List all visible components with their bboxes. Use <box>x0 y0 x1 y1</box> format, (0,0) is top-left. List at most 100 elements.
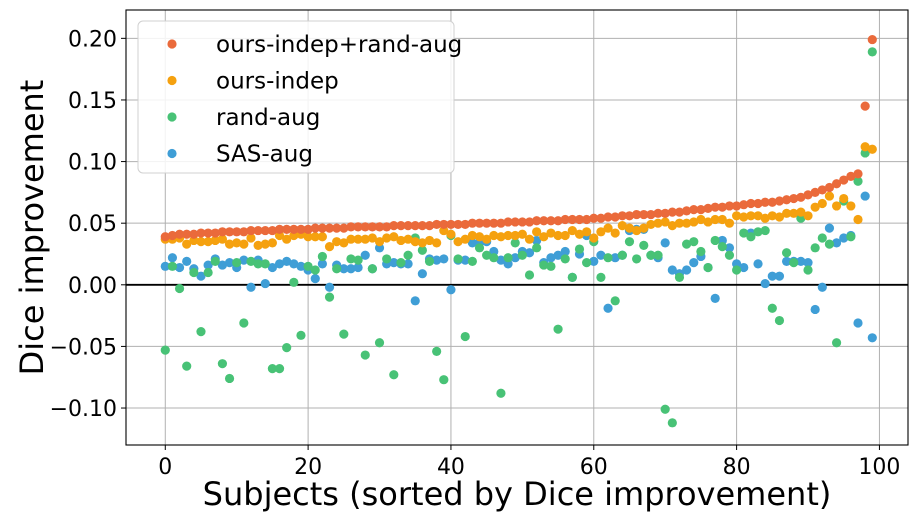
point-ours-indep <box>460 234 470 244</box>
point-rand-aug <box>203 267 213 278</box>
point-ours-indep <box>724 218 735 228</box>
point-ours-indep <box>246 233 256 243</box>
point-sas-aug <box>182 256 192 266</box>
point-ours-indep-rand-aug <box>753 198 763 209</box>
point-ours-indep <box>717 214 727 225</box>
point-sas-aug <box>753 259 763 269</box>
point-ours-indep-rand-aug <box>567 214 577 225</box>
point-ours-indep <box>632 225 642 236</box>
point-rand-aug <box>517 250 527 260</box>
point-ours-indep <box>610 228 620 238</box>
point-rand-aug <box>382 254 392 264</box>
point-rand-aug <box>846 232 856 242</box>
point-sas-aug <box>467 238 477 248</box>
y-tick-label: 0.05 <box>68 212 117 237</box>
point-ours-indep-rand-aug <box>274 224 285 234</box>
point-ours-indep-rand-aug <box>432 219 442 230</box>
point-ours-indep-rand-aug <box>803 190 813 200</box>
point-sas-aug <box>417 269 427 279</box>
point-ours-indep <box>546 228 556 238</box>
point-ours-indep <box>482 234 492 244</box>
point-ours-indep <box>317 232 327 242</box>
point-ours-indep-rand-aug <box>389 221 399 231</box>
point-ours-indep <box>617 221 627 231</box>
point-sas-aug <box>353 262 363 273</box>
point-ours-indep-rand-aug <box>182 229 192 239</box>
point-sas-aug <box>317 259 327 269</box>
point-rand-aug <box>196 327 206 337</box>
point-ours-indep-rand-aug <box>639 209 649 220</box>
point-ours-indep <box>374 237 385 247</box>
point-ours-indep-rand-aug <box>303 224 313 234</box>
point-ours-indep-rand-aug <box>774 196 785 206</box>
point-rand-aug <box>717 242 727 252</box>
point-ours-indep-rand-aug <box>524 217 535 227</box>
point-ours-indep <box>196 237 206 247</box>
x-axis-label: Subjects (sorted by Dice improvement) <box>203 475 832 513</box>
point-ours-indep-rand-aug <box>574 214 585 225</box>
point-sas-aug <box>174 262 185 273</box>
point-sas-aug <box>610 253 620 263</box>
point-ours-indep-rand-aug <box>282 224 292 234</box>
point-ours-indep <box>467 230 477 241</box>
x-tick-label: 100 <box>858 455 900 480</box>
point-rand-aug <box>582 258 592 268</box>
point-ours-indep <box>639 223 649 233</box>
point-sas-aug <box>532 235 542 246</box>
point-ours-indep <box>332 237 342 247</box>
point-rand-aug <box>189 267 199 278</box>
point-rand-aug <box>482 250 492 260</box>
point-ours-indep <box>474 232 485 242</box>
point-ours-indep <box>524 234 535 244</box>
point-sas-aug <box>817 282 827 292</box>
point-sas-aug <box>224 258 235 268</box>
point-ours-indep <box>853 214 863 225</box>
point-ours-indep-rand-aug <box>696 205 706 215</box>
point-sas-aug <box>510 253 520 263</box>
point-sas-aug <box>446 285 456 295</box>
legend: ours-indep+rand-aug ours-indep rand-aug SAS… <box>137 20 462 174</box>
point-ours-indep <box>846 201 856 211</box>
point-sas-aug <box>774 271 785 281</box>
point-rand-aug <box>817 233 827 243</box>
point-rand-aug <box>317 251 327 262</box>
point-rand-aug <box>424 256 435 266</box>
point-ours-indep <box>732 211 742 221</box>
point-sas-aug <box>724 243 735 253</box>
x-tick-label: 80 <box>723 455 751 480</box>
point-ours-indep-rand-aug <box>503 217 513 227</box>
point-rand-aug <box>689 237 699 247</box>
legend-box <box>137 20 455 174</box>
point-sas-aug <box>310 274 320 284</box>
y-tick-label: 0.10 <box>68 151 117 176</box>
point-sas-aug <box>246 282 256 292</box>
point-sas-aug <box>853 318 863 328</box>
legend-label: SAS-aug <box>216 142 313 168</box>
point-ours-indep-rand-aug <box>674 207 685 217</box>
point-rand-aug <box>417 245 427 255</box>
point-rand-aug <box>274 363 285 374</box>
point-ours-indep <box>682 218 692 228</box>
point-ours-indep <box>224 239 235 249</box>
point-sas-aug <box>739 262 749 273</box>
point-rand-aug <box>282 343 292 353</box>
point-rand-aug <box>439 375 449 385</box>
point-rand-aug <box>617 250 627 260</box>
point-rand-aug <box>453 254 463 264</box>
point-ours-indep-rand-aug <box>424 221 435 231</box>
point-ours-indep-rand-aug <box>339 223 349 233</box>
point-ours-indep-rand-aug <box>167 230 178 241</box>
point-rand-aug <box>746 232 756 242</box>
point-sas-aug <box>217 260 228 270</box>
point-rand-aug <box>632 254 642 264</box>
point-rand-aug <box>332 264 342 274</box>
point-ours-indep-rand-aug <box>610 212 620 222</box>
point-rand-aug <box>396 258 406 268</box>
point-ours-indep-rand-aug <box>682 206 692 216</box>
point-rand-aug <box>553 324 563 334</box>
point-rand-aug <box>831 338 842 348</box>
point-rand-aug <box>503 253 513 263</box>
point-ours-indep-rand-aug <box>267 225 278 236</box>
point-ours-indep <box>339 238 349 248</box>
